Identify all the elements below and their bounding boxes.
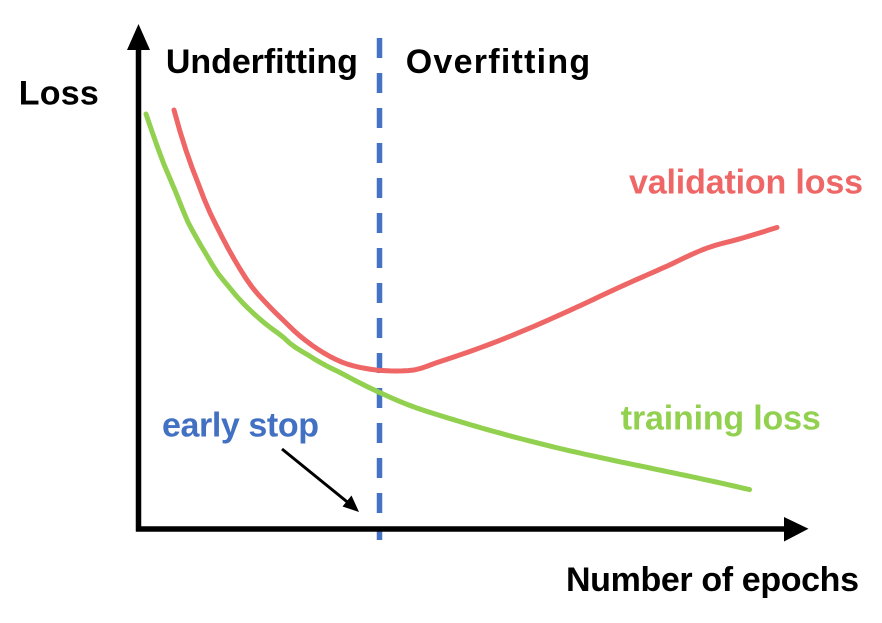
svg-text:validation loss: validation loss [629,164,863,202]
svg-text:Loss: Loss [19,75,99,113]
svg-text:training loss: training loss [621,400,821,438]
svg-text:Overfitting: Overfitting [406,43,591,81]
svg-text:Number of epochs: Number of epochs [566,561,859,599]
svg-text:early stop: early stop [162,407,319,445]
svg-text:Underfitting: Underfitting [166,43,358,81]
